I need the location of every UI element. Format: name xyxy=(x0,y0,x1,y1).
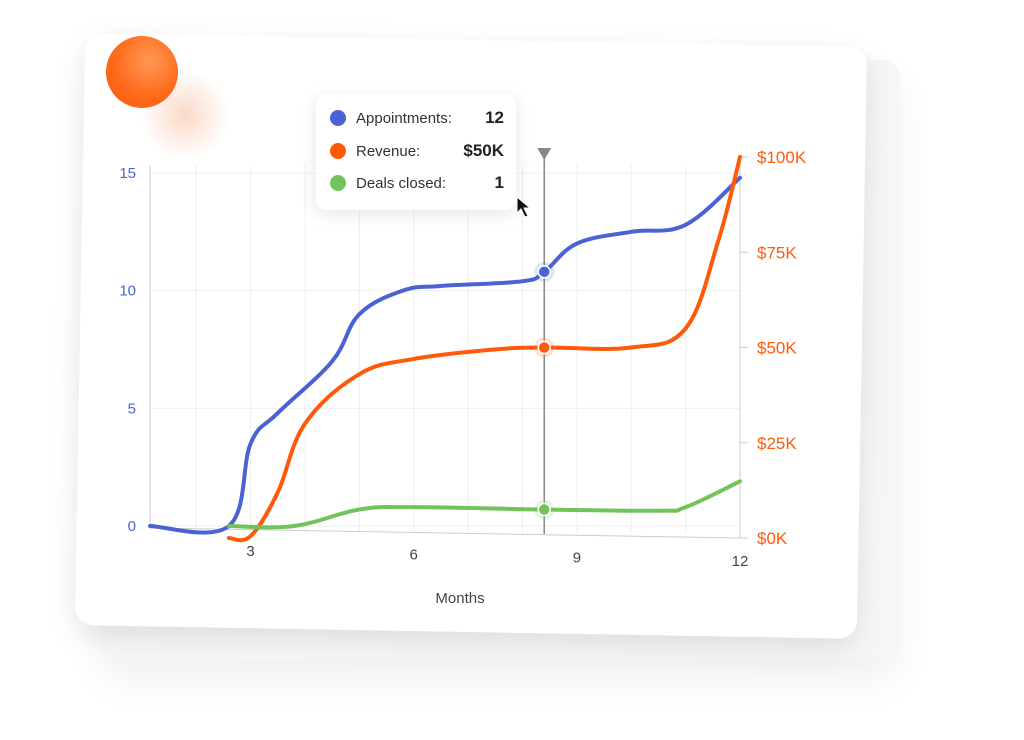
y-right-tick-label: $0K xyxy=(757,529,788,548)
deals-dot-icon xyxy=(330,175,346,191)
hover-point xyxy=(537,502,551,517)
tooltip-row-appointments: Appointments: 12 xyxy=(330,106,504,130)
y-left-tick-label: 10 xyxy=(119,283,136,300)
series-line-appointments xyxy=(148,175,742,535)
series-line-deals-closed xyxy=(226,479,742,530)
tooltip-label: Deals closed: xyxy=(356,174,447,192)
hover-point xyxy=(537,340,551,355)
tooltip-label: Appointments: xyxy=(356,109,452,127)
chart-tooltip: Appointments: 12 Revenue: $50K Deals clo… xyxy=(316,94,516,210)
hover-marker-icon xyxy=(537,148,552,160)
y-left-tick-label: 5 xyxy=(128,400,136,417)
x-axis xyxy=(149,527,741,539)
y-right-tick-label: $50K xyxy=(757,339,797,358)
hover-point xyxy=(537,265,551,279)
tooltip-value: 12 xyxy=(485,108,504,127)
x-tick-label: 12 xyxy=(732,553,749,570)
mouse-pointer-icon xyxy=(516,196,532,218)
x-tick-label: 9 xyxy=(573,550,581,567)
x-tick-label: 6 xyxy=(410,546,418,563)
y-left-tick-label: 0 xyxy=(128,518,136,535)
x-axis-label: Months xyxy=(435,590,484,607)
x-tick-label: 3 xyxy=(246,543,254,560)
tooltip-value: 1 xyxy=(494,173,504,192)
y-left-tick-label: 15 xyxy=(119,165,136,182)
tooltip-value: $50K xyxy=(463,141,504,160)
y-right-tick-label: $100K xyxy=(757,148,807,167)
y-right-tick-label: $75K xyxy=(757,243,797,262)
tooltip-label: Revenue: xyxy=(356,142,421,160)
series-line-revenue xyxy=(226,155,742,543)
y-right-tick-label: $25K xyxy=(757,434,797,453)
tooltip-row-deals: Deals closed: 1 xyxy=(330,171,504,195)
appointments-dot-icon xyxy=(330,110,346,126)
tooltip-row-revenue: Revenue: $50K xyxy=(330,139,504,163)
decorative-orange-ball xyxy=(106,36,178,108)
revenue-dot-icon xyxy=(330,143,346,159)
